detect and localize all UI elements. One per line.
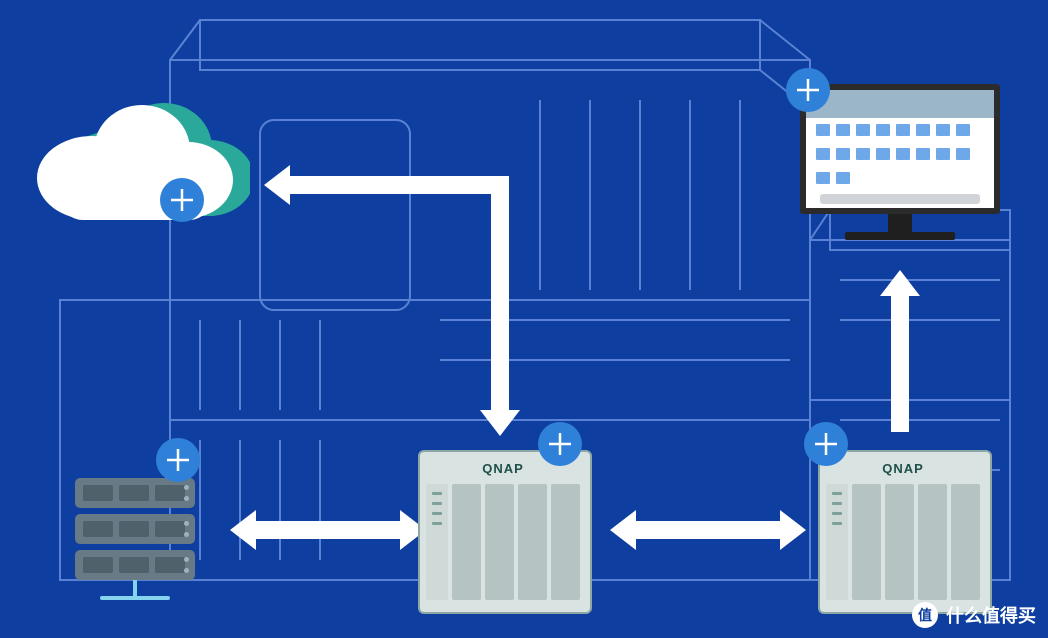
watermark-text: 什么值得买 — [946, 602, 1036, 628]
plus-icon — [538, 422, 582, 466]
nas1-brand-label: QNAP — [482, 461, 524, 476]
monitor-node — [800, 84, 1000, 254]
plus-icon — [804, 422, 848, 466]
watermark-badge: 值 — [912, 602, 938, 628]
nas2-node: QNAP — [818, 450, 988, 610]
plus-icon — [156, 438, 200, 482]
cloud-node — [30, 78, 250, 228]
nas1-node: QNAP — [418, 450, 588, 610]
nas2-brand-label: QNAP — [882, 461, 924, 476]
watermark: 值 什么值得买 — [912, 602, 1036, 628]
diagram-canvas: QNAP QNAP 值 什么值得买 — [0, 0, 1048, 638]
plus-icon — [786, 68, 830, 112]
plus-icon — [160, 178, 204, 222]
server-node — [75, 478, 195, 588]
